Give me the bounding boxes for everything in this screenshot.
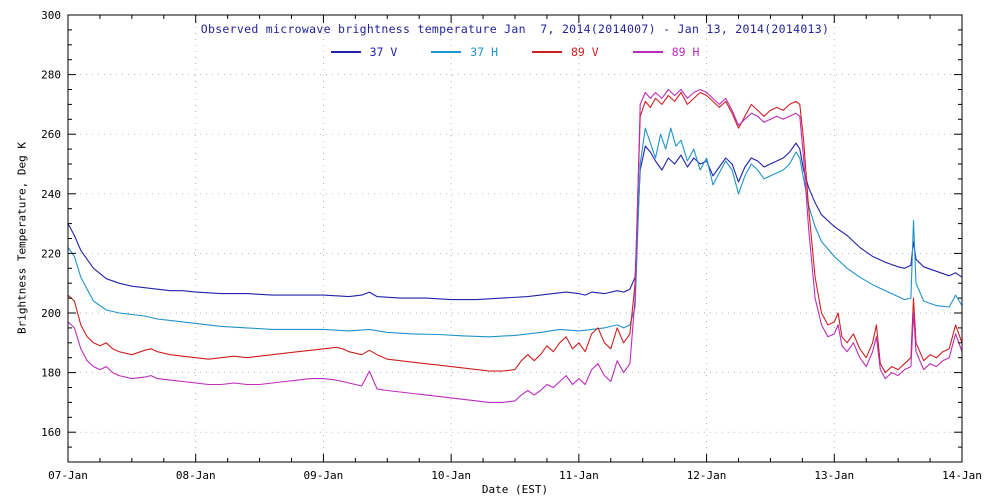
- y-tick-label: 300: [41, 9, 61, 22]
- chart-title: Observed microwave brightness temperatur…: [200, 22, 830, 36]
- y-tick-label: 260: [41, 128, 61, 141]
- x-tick-label: 13-Jan: [814, 469, 854, 482]
- legend-label: 37 H: [470, 45, 498, 59]
- y-tick-label: 240: [41, 188, 61, 201]
- series-line-89h: [67, 88, 963, 403]
- legend-item-37h: 37 H: [431, 45, 498, 59]
- x-axis-label: Date (EST): [481, 483, 549, 496]
- x-tick-label: 11-Jan: [559, 469, 599, 482]
- y-tick-label: 200: [41, 307, 61, 320]
- x-tick-label: 12-Jan: [687, 469, 727, 482]
- y-tick-label: 160: [41, 426, 61, 439]
- plot-frame: [67, 14, 963, 463]
- x-tick-label: 09-Jan: [304, 469, 344, 482]
- series-line-37v: [67, 142, 963, 301]
- legend-item-37v: 37 V: [330, 45, 398, 59]
- series-line-89v: [67, 91, 963, 374]
- legend-item-89h: 89 H: [632, 45, 700, 59]
- x-tick-label: 10-Jan: [431, 469, 471, 482]
- legend: 37 V 37 H 89 V 89 H: [68, 45, 962, 59]
- legend-item-89v: 89 V: [532, 45, 599, 59]
- legend-label: 89 H: [671, 45, 700, 59]
- x-tick-label: 14-Jan: [942, 469, 982, 482]
- x-tick-label: 08-Jan: [176, 469, 216, 482]
- legend-line-sample: [330, 51, 361, 53]
- series-line-37h: [67, 127, 963, 338]
- legend-label: 37 V: [369, 45, 398, 59]
- legend-line-sample: [632, 51, 663, 53]
- legend-line-sample: [532, 51, 562, 53]
- x-tick-label: 07-Jan: [48, 469, 88, 482]
- legend-line-sample: [431, 51, 462, 53]
- y-tick-label: 220: [41, 247, 61, 260]
- y-axis-label: Brightness Temperature, Deg K: [15, 141, 29, 335]
- legend-label: 89 V: [571, 45, 599, 59]
- y-tick-label: 180: [41, 367, 61, 380]
- y-tick-label: 280: [41, 69, 61, 82]
